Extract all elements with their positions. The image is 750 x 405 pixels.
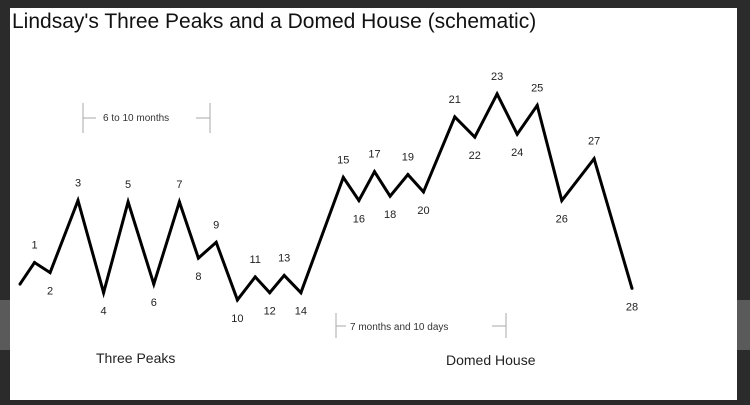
- point-label: 17: [368, 149, 380, 161]
- span-bracket-peaks: 6 to 10 months: [82, 103, 211, 133]
- data-point: [592, 157, 596, 161]
- span-label-dome: 7 months and 10 days: [350, 322, 448, 333]
- data-point: [560, 199, 564, 202]
- chart-frame: Lindsay's Three Peaks and a Domed House …: [10, 8, 737, 400]
- point-label: 7: [176, 179, 182, 191]
- data-point: [214, 240, 218, 244]
- data-point: [282, 273, 286, 277]
- point-label: 9: [213, 219, 219, 231]
- point-label: 13: [278, 252, 290, 264]
- data-point: [495, 92, 499, 96]
- data-point: [18, 282, 22, 286]
- data-point: [357, 199, 361, 202]
- point-label: 2: [47, 286, 53, 298]
- point-label: 10: [231, 313, 243, 325]
- point-label: 5: [125, 179, 131, 191]
- point-label: 1: [31, 240, 37, 252]
- data-point: [422, 190, 426, 194]
- series-layer: [18, 90, 634, 303]
- data-point: [453, 115, 457, 119]
- chart-canvas: Lindsay's Three Peaks and a Domed House …: [12, 10, 638, 368]
- data-point: [372, 170, 376, 174]
- span-bracket-dome: 7 months and 10 days: [335, 313, 507, 338]
- data-point: [388, 194, 392, 198]
- point-label: 15: [337, 154, 349, 166]
- chart-title: Lindsay's Three Peaks and a Domed House …: [12, 10, 536, 33]
- data-point: [515, 132, 519, 136]
- data-point: [102, 291, 106, 295]
- point-labels-layer: 1234567891011121314151617181920212223242…: [31, 71, 638, 325]
- point-label: 28: [626, 301, 638, 313]
- data-point: [268, 291, 272, 295]
- point-label: 11: [249, 254, 260, 266]
- point-label: 23: [491, 71, 503, 83]
- data-point: [32, 260, 36, 264]
- section-label-three-peaks: Three Peaks: [96, 350, 175, 366]
- data-point: [299, 291, 303, 295]
- data-point: [152, 282, 156, 286]
- data-point: [196, 256, 200, 260]
- left-edge-fragment: [0, 300, 10, 350]
- data-point: [48, 271, 52, 275]
- point-label: 12: [264, 306, 276, 318]
- point-label: 22: [469, 150, 481, 162]
- point-label: 3: [75, 178, 81, 190]
- data-point: [177, 200, 181, 204]
- point-label: 4: [101, 306, 107, 318]
- span-label-peaks: 6 to 10 months: [103, 113, 169, 124]
- point-label: 8: [195, 271, 201, 283]
- point-label: 24: [511, 147, 523, 159]
- data-point: [630, 286, 634, 290]
- point-label: 21: [449, 94, 461, 106]
- data-point: [341, 175, 345, 179]
- data-point: [406, 173, 410, 177]
- point-label: 18: [384, 209, 396, 221]
- point-label: 26: [556, 214, 568, 226]
- point-label: 14: [295, 306, 307, 318]
- data-point: [253, 275, 257, 279]
- point-label: 6: [151, 297, 157, 309]
- point-label: 20: [417, 205, 429, 217]
- right-edge-fragment: [737, 300, 750, 350]
- point-label: 25: [531, 82, 543, 94]
- data-point: [473, 135, 477, 139]
- point-label: 16: [353, 214, 365, 226]
- point-label: 27: [588, 136, 600, 148]
- data-point: [235, 298, 239, 302]
- data-point: [126, 200, 130, 204]
- point-label: 19: [402, 152, 414, 164]
- data-point: [535, 103, 539, 107]
- section-label-domed-house: Domed House: [446, 352, 536, 368]
- data-point: [76, 199, 80, 202]
